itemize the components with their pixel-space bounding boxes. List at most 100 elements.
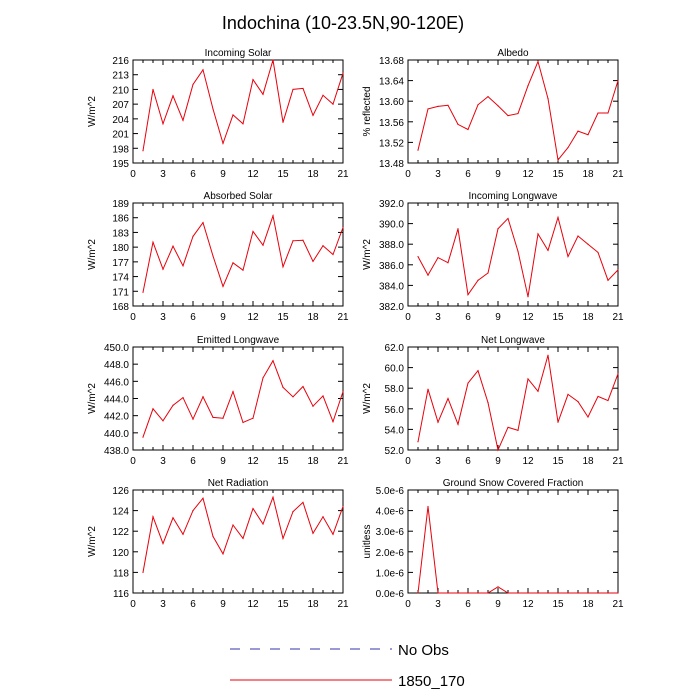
x-tick-label: 12	[522, 312, 534, 323]
y-tick-label: 177	[112, 258, 129, 269]
data-point	[527, 296, 529, 298]
data-point	[192, 83, 194, 86]
series-line-1850-170	[417, 506, 618, 594]
y-axis-label: % reflected	[362, 86, 373, 136]
y-tick-label: 388.0	[379, 240, 404, 251]
panel-title: Ground Snow Covered Fraction	[443, 478, 584, 489]
x-tick-label: 18	[307, 599, 319, 610]
y-tick-label: 198	[112, 144, 129, 155]
x-tick-label: 0	[405, 312, 411, 323]
y-axis-label: W/m^2	[87, 383, 98, 414]
data-point	[202, 497, 204, 499]
y-tick-label: 4.0e-6	[376, 507, 405, 518]
x-tick-label: 3	[435, 169, 441, 180]
data-point	[607, 112, 609, 114]
data-point	[322, 245, 324, 247]
y-axis-label: W/m^2	[87, 526, 98, 557]
series-line-1850-170	[142, 59, 344, 151]
x-tick-label: 6	[465, 456, 471, 467]
data-point	[192, 235, 194, 237]
x-tick-label: 21	[612, 599, 624, 610]
x-tick-label: 6	[465, 169, 471, 180]
y-tick-label: 58.0	[385, 384, 405, 395]
data-point	[607, 592, 609, 594]
y-tick-label: 174	[112, 273, 129, 284]
data-point	[417, 441, 419, 443]
panel-incoming-longwave: Incoming Longwave W/m^2 0 3 6 9 12 15 18 21 382.0 3…	[362, 191, 624, 323]
data-point	[567, 393, 569, 395]
data-point	[567, 146, 569, 149]
data-point	[487, 402, 489, 404]
data-point	[162, 123, 164, 125]
panel-title: Incoming Solar	[205, 48, 272, 59]
data-point	[212, 535, 214, 537]
panel-emitted-longwave: Emitted Longwave W/m^2 0 3 6 9 12 15 18 21 438.0 44…	[87, 335, 349, 467]
data-point	[447, 262, 449, 264]
data-point	[282, 386, 284, 388]
data-point	[597, 112, 599, 114]
panel-net-radiation: Net Radiation W/m^2 0 3 6 9 12 15 18 21 116 118 120 1…	[87, 478, 349, 610]
data-point	[437, 421, 439, 423]
data-point	[302, 501, 304, 503]
data-point	[467, 382, 469, 384]
data-point	[537, 60, 539, 63]
y-tick-label: 126	[112, 486, 129, 497]
data-point	[222, 417, 224, 419]
data-point	[232, 391, 234, 393]
x-tick-label: 12	[522, 456, 534, 467]
data-point	[427, 108, 429, 110]
x-tick-label: 3	[160, 169, 166, 180]
y-tick-label: 207	[112, 100, 129, 111]
data-point	[312, 260, 314, 262]
data-point	[302, 87, 304, 90]
x-tick-label: 12	[522, 169, 534, 180]
data-point	[272, 59, 274, 61]
y-tick-label: 201	[112, 130, 129, 141]
y-tick-label: 216	[112, 56, 129, 67]
y-tick-label: 62.0	[385, 343, 405, 354]
data-point	[527, 592, 529, 594]
x-tick-label: 3	[435, 599, 441, 610]
data-point	[232, 114, 234, 116]
data-point	[517, 250, 519, 253]
data-point	[557, 216, 559, 219]
y-tick-label: 13.64	[379, 77, 404, 88]
y-tick-label: 180	[112, 243, 129, 254]
data-point	[202, 222, 204, 224]
panel-net-longwave: Net Longwave W/m^2 0 3 6 9 12 15 18 21 52.0 54.0 56.…	[362, 335, 624, 467]
data-point	[617, 373, 619, 375]
y-tick-label: 186	[112, 214, 129, 225]
series-line-1850-170	[417, 355, 619, 452]
x-tick-label: 21	[337, 169, 349, 180]
x-tick-label: 0	[405, 456, 411, 467]
plot-frame	[407, 59, 619, 164]
data-point	[222, 285, 224, 287]
data-point	[547, 98, 549, 100]
x-tick-label: 0	[130, 169, 136, 180]
x-tick-label: 15	[552, 169, 564, 180]
data-point	[427, 388, 429, 390]
figure-title: Indochina (10-23.5N,90-120E)	[222, 13, 464, 33]
x-tick-label: 6	[190, 312, 196, 323]
data-point	[607, 399, 609, 402]
y-tick-label: 448.0	[104, 360, 129, 371]
data-point	[507, 426, 509, 428]
data-point	[272, 360, 274, 362]
y-tick-label: 386.0	[379, 261, 404, 272]
x-tick-label: 0	[405, 599, 411, 610]
y-tick-label: 13.68	[379, 56, 404, 67]
data-point	[577, 592, 579, 594]
x-tick-label: 9	[220, 599, 226, 610]
data-point	[272, 496, 274, 498]
data-point	[322, 395, 324, 397]
data-point	[272, 215, 274, 217]
x-tick-label: 9	[495, 456, 501, 467]
y-tick-label: 13.52	[379, 138, 404, 149]
data-point	[547, 592, 549, 594]
x-tick-label: 18	[582, 312, 594, 323]
data-point	[457, 592, 459, 594]
data-point	[242, 123, 244, 125]
data-point	[152, 516, 154, 518]
data-point	[447, 397, 449, 400]
